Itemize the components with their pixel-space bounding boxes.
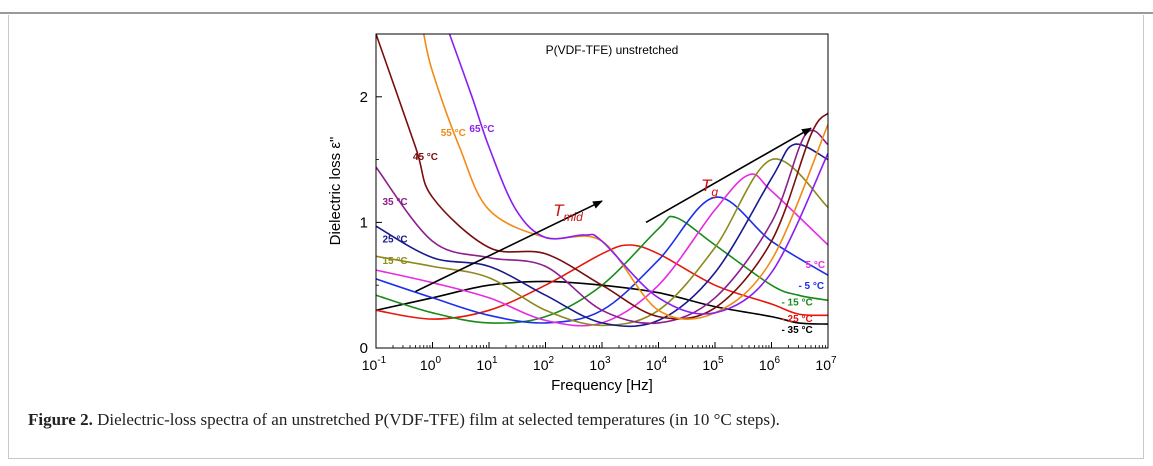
series-label-65-c: 65 °C — [469, 124, 494, 135]
series-line-65-c — [448, 34, 828, 315]
x-tick-label: 104 — [646, 355, 668, 373]
x-tick-label: 105 — [702, 355, 724, 373]
dielectric-loss-chart: 10-1 100 101 102 103 104 105 106 107 0 1 2 Frequency… — [327, 33, 837, 394]
y-tick-label: 0 — [360, 340, 368, 357]
x-tick-label: 106 — [759, 355, 781, 373]
annotation-tg: Tg — [701, 176, 718, 199]
x-tick-label: 101 — [476, 355, 498, 373]
figure-frame — [8, 15, 1144, 459]
series-line-15-c — [376, 215, 828, 324]
series-line-5-c — [376, 196, 828, 324]
series-label-35-c: 35 °C — [382, 197, 407, 208]
series-label-15-c: 15 °C — [382, 256, 407, 267]
trend-arrow — [645, 127, 812, 224]
x-tick-label: 10-1 — [362, 355, 387, 373]
series-label-25-c: - 25 °C — [781, 314, 812, 325]
series-label-45-c: 45 °C — [413, 152, 438, 163]
figure-caption: Figure 2. Dielectric-loss spectra of an … — [28, 410, 1128, 430]
x-tick-label: 107 — [815, 355, 837, 373]
series-label-5-c: - 5 °C — [798, 281, 824, 292]
series-lines — [376, 34, 828, 328]
series-line-25-c — [376, 244, 828, 320]
series-line-5-c — [376, 173, 828, 327]
y-axis-label: Dielectric loss ε" — [327, 137, 344, 246]
series-line-35-c — [376, 280, 828, 325]
x-tick-label: 100 — [420, 355, 442, 373]
trend-arrow — [415, 200, 603, 293]
series-label-5-c: 5 °C — [806, 260, 826, 271]
top-rule — [0, 12, 1153, 14]
series-label-25-c: 25 °C — [382, 235, 407, 246]
series-line-35-c — [376, 129, 828, 325]
series-line-45-c — [376, 34, 828, 320]
caption-label: Figure 2. — [28, 410, 93, 429]
x-axis-label: Frequency [Hz] — [551, 377, 653, 394]
caption-text: Dielectric-loss spectra of an unstretche… — [92, 410, 780, 429]
series-label-35-c: - 35 °C — [781, 325, 812, 336]
series-label-55-c: 55 °C — [441, 128, 466, 139]
series-line-55-c — [422, 34, 828, 320]
chart-title: P(VDF-TFE) unstretched — [546, 43, 679, 57]
y-tick-label: 2 — [360, 89, 368, 106]
y-tick-label: 1 — [360, 214, 368, 231]
series-line-25-c — [376, 143, 828, 328]
annotation-tmid: Tmid — [553, 201, 583, 224]
x-tick-label: 103 — [589, 355, 611, 373]
x-tick-label: 102 — [533, 355, 555, 373]
series-label-15-c: - 15 °C — [781, 298, 812, 309]
